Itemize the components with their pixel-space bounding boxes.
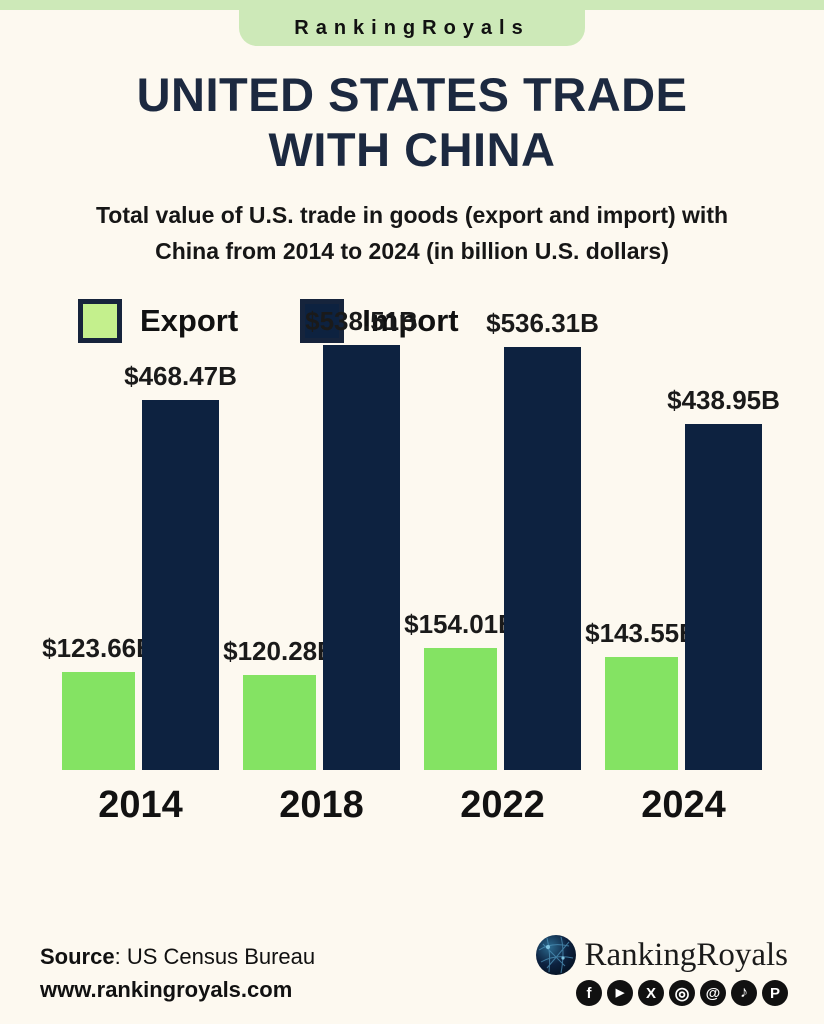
top-green-strip — [0, 0, 824, 10]
import-bar-column-2024: $438.95B — [667, 385, 780, 771]
page-title: UNITED STATES TRADE WITH CHINA — [0, 68, 824, 178]
chart-legend: Export Import — [78, 299, 824, 344]
import-bar-2024 — [685, 424, 762, 771]
year-label-2024: 2024 — [641, 784, 726, 827]
source-line: Source: US Census Bureau — [40, 940, 315, 973]
footer-brand-block: RankingRoyals f ▶ X ◎ @ ♪ P — [535, 934, 789, 1006]
legend-export-label: Export — [140, 303, 239, 339]
pinterest-icon[interactable]: P — [762, 980, 788, 1006]
bar-pair: $123.66B $468.47B — [42, 361, 237, 771]
year-label-2022: 2022 — [460, 784, 545, 827]
import-value-label-2014: $468.47B — [124, 361, 237, 392]
import-bar-column-2022: $536.31B — [486, 308, 599, 771]
bar-pair: $143.55B $438.95B — [585, 385, 780, 771]
export-bar-column-2024: $143.55B — [585, 618, 698, 771]
export-bar-2014 — [62, 672, 135, 771]
page-subtitle-line2: China from 2014 to 2024 (in billion U.S.… — [155, 237, 669, 264]
page-subtitle-line1: Total value of U.S. trade in goods (expo… — [95, 201, 729, 228]
import-bar-2014 — [142, 400, 219, 771]
tiktok-icon[interactable]: ♪ — [731, 980, 757, 1006]
source-value: : US Census Bureau — [114, 944, 316, 969]
brand-banner: RankingRoyals — [239, 10, 585, 46]
export-bar-column-2018: $120.28B — [223, 636, 336, 771]
export-bar-2024 — [605, 657, 678, 771]
social-icons-row: f ▶ X ◎ @ ♪ P — [576, 980, 788, 1006]
export-value-label-2018: $120.28B — [223, 636, 336, 667]
page-title-line2: WITH CHINA — [268, 122, 556, 176]
export-bar-2018 — [243, 675, 316, 771]
import-value-label-2022: $536.31B — [486, 308, 599, 339]
legend-import-swatch — [300, 299, 345, 344]
chart-group-2022: $154.01B $536.31B 2022 — [404, 308, 599, 827]
legend-export-swatch — [78, 299, 122, 344]
facebook-icon[interactable]: f — [576, 980, 602, 1006]
export-bar-2022 — [424, 648, 497, 771]
chart-groups: $123.66B $468.47B 2014 $120.28B $538.51B 2018… — [42, 306, 780, 827]
year-label-2018: 2018 — [279, 784, 364, 827]
footer: Source: US Census Bureau www.rankingroya… — [0, 934, 824, 1024]
source-block: Source: US Census Bureau www.rankingroya… — [40, 940, 315, 1006]
bar-pair: $154.01B $536.31B — [404, 308, 599, 771]
threads-icon[interactable]: @ — [700, 980, 726, 1006]
export-value-label-2014: $123.66B — [42, 633, 155, 664]
import-bar-2018 — [323, 345, 400, 771]
import-bar-column-2018: $538.51B — [305, 306, 418, 771]
chart-group-2014: $123.66B $468.47B 2014 — [42, 361, 237, 827]
export-value-label-2024: $143.55B — [585, 618, 698, 649]
page-title-line1: UNITED STATES TRADE — [136, 68, 688, 121]
import-bar-2022 — [504, 347, 581, 771]
export-value-label-2022: $154.01B — [404, 609, 517, 640]
page-subtitle: Total value of U.S. trade in goods (expo… — [0, 198, 824, 269]
x-icon[interactable]: X — [638, 980, 664, 1006]
import-value-label-2024: $438.95B — [667, 385, 780, 416]
import-bar-column-2014: $468.47B — [124, 361, 237, 771]
rankingroyals-logo-globe — [535, 935, 576, 975]
instagram-icon[interactable]: ◎ — [669, 980, 695, 1006]
import-value-label-2018: $538.51B — [305, 306, 418, 337]
chart-group-2024: $143.55B $438.95B 2024 — [585, 385, 780, 827]
bar-pair: $120.28B $538.51B — [223, 306, 418, 771]
export-bar-column-2022: $154.01B — [404, 609, 517, 771]
footer-brand-name: RankingRoyals — [584, 936, 789, 973]
footer-wordmark-row: RankingRoyals — [535, 934, 789, 976]
brand-banner-text: RankingRoyals — [294, 16, 530, 39]
chart-group-2018: $120.28B $538.51B 2018 — [223, 306, 418, 827]
export-bar-column-2014: $123.66B — [42, 633, 155, 771]
website-url[interactable]: www.rankingroyals.com — [40, 977, 293, 1002]
source-label: Source — [40, 944, 115, 969]
youtube-icon[interactable]: ▶ — [607, 980, 633, 1006]
trade-bar-chart: $123.66B $468.47B 2014 $120.28B $538.51B 2018… — [42, 306, 780, 827]
legend-import-label: Import — [362, 303, 459, 339]
year-label-2014: 2014 — [98, 784, 183, 827]
